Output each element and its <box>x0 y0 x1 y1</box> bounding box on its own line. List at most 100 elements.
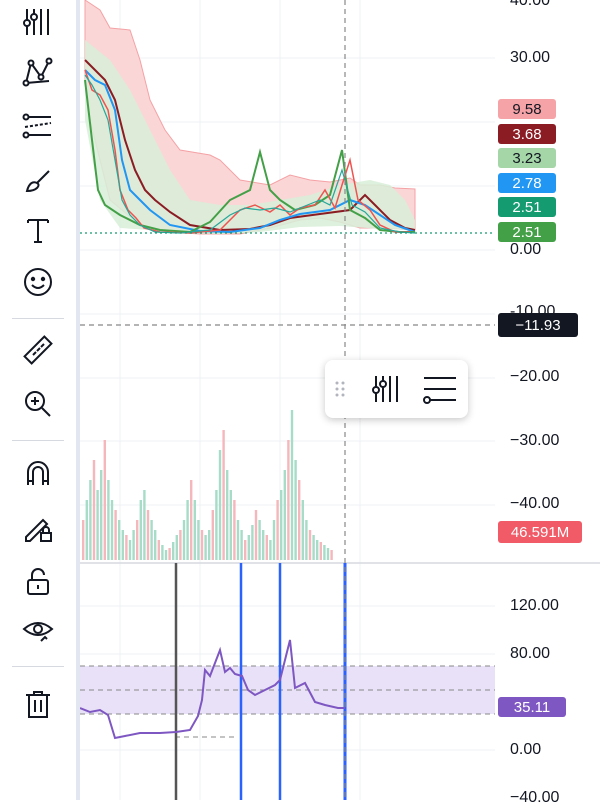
volume-bar <box>193 500 196 560</box>
volume-bar <box>247 535 250 560</box>
volume-bar <box>233 500 236 560</box>
volume-bar <box>132 530 135 560</box>
trend-lines-icon[interactable] <box>18 106 58 146</box>
indicators-icon <box>372 376 398 402</box>
volume-bar <box>308 530 312 560</box>
toolbar-border <box>76 0 80 800</box>
price-axis-label: −20.00 <box>510 368 560 385</box>
candle-price-line <box>84 69 410 234</box>
volume-bar <box>161 545 164 560</box>
volume-bar <box>168 548 171 560</box>
volume-bar <box>107 480 110 560</box>
volume-bar <box>262 530 265 560</box>
text-icon[interactable] <box>18 210 58 250</box>
volume-bar <box>251 525 254 560</box>
volume-bar <box>312 535 315 560</box>
price-axis-label: −40.00 <box>510 495 560 512</box>
drag-handle-icon[interactable] <box>335 380 345 403</box>
zoom-in-icon[interactable] <box>18 384 58 424</box>
volume-bar <box>182 520 186 560</box>
volume-bar <box>179 530 182 560</box>
volume-bar <box>319 542 322 560</box>
drawing-toolbar <box>0 0 76 800</box>
volume-bar <box>290 410 294 560</box>
volume-bar <box>211 510 214 560</box>
magnet-icon[interactable] <box>18 454 58 494</box>
toolbar-separator <box>12 666 64 667</box>
price-axis-label: 40.00 <box>510 0 551 9</box>
volume-bar <box>96 490 99 560</box>
volume-bar <box>330 550 333 560</box>
osc-axis-label: −40.00 <box>510 789 560 806</box>
volume-bar <box>190 480 193 560</box>
ma-green-line <box>84 79 415 234</box>
floating-toolbar <box>325 360 468 418</box>
volume-bar <box>298 480 301 560</box>
indicators-icon[interactable] <box>18 2 58 42</box>
volume-bar <box>265 535 268 560</box>
osc-axis-label: 120.00 <box>510 597 559 614</box>
volume-bar <box>164 550 168 560</box>
unlock-icon[interactable] <box>18 562 58 602</box>
volume-bar <box>136 520 139 560</box>
volume-bar <box>294 460 297 560</box>
volume-bar <box>301 500 304 560</box>
oscillator-line <box>79 639 345 740</box>
volume-bar <box>92 460 96 560</box>
volume-bar <box>283 470 286 560</box>
emoji-icon[interactable] <box>18 262 58 302</box>
osc-axis-label: 0.00 <box>510 741 542 758</box>
volume-bar <box>114 510 117 560</box>
indicator-settings-button[interactable] <box>367 370 407 408</box>
volume-bar <box>175 535 178 560</box>
oscillator-tag: 35.11 <box>498 697 566 717</box>
volume-bar <box>89 480 92 560</box>
volume-bar <box>82 520 85 560</box>
volume-bar <box>197 520 200 560</box>
price-tag: 3.23 <box>498 148 556 168</box>
volume-bar <box>269 540 272 560</box>
settings-button[interactable] <box>420 370 460 408</box>
volume-bar <box>110 500 114 560</box>
volume-bar <box>258 520 261 560</box>
volume-bar <box>240 530 243 560</box>
ruler-icon[interactable] <box>18 330 58 370</box>
volume-bar <box>244 540 247 560</box>
volume-bar <box>222 430 225 560</box>
volume-bar <box>154 530 157 560</box>
volume-bar <box>204 535 207 560</box>
toolbar-separator <box>12 318 64 319</box>
volume-bar <box>128 540 132 560</box>
eye-icon[interactable] <box>18 610 58 650</box>
volume-bar <box>215 490 218 560</box>
volume-tag: 46.591M <box>498 521 582 543</box>
volume-bar <box>139 500 142 560</box>
volume-bar <box>103 440 106 560</box>
volume-bar <box>280 490 283 560</box>
green-band <box>85 40 415 234</box>
volume-bars <box>82 410 333 560</box>
settings-sliders-icon <box>423 377 456 404</box>
price-axis-label: 30.00 <box>510 49 551 66</box>
price-tag: 9.58 <box>498 99 556 119</box>
price-tag: 3.68 <box>498 124 556 144</box>
volume-bar <box>316 540 319 560</box>
volume-bar <box>200 530 204 560</box>
price-tag: 2.51 <box>498 197 556 217</box>
volume-bar <box>208 530 211 560</box>
volume-bar <box>85 500 88 560</box>
volume-bar <box>186 500 189 560</box>
price-axis-label: 0.00 <box>510 241 542 258</box>
volume-bar <box>146 510 150 560</box>
volume-bar <box>272 520 276 560</box>
pattern-icon[interactable] <box>18 52 58 92</box>
volume-bar <box>276 500 279 560</box>
lock-drawing-icon[interactable] <box>18 508 58 548</box>
volume-bar <box>323 545 326 560</box>
toolbar-separator <box>12 440 64 441</box>
trash-icon[interactable] <box>18 684 58 724</box>
brush-icon[interactable] <box>18 160 58 200</box>
candle-price-line-2 <box>84 74 416 234</box>
volume-bar <box>100 470 103 560</box>
volume-bar <box>118 520 121 560</box>
